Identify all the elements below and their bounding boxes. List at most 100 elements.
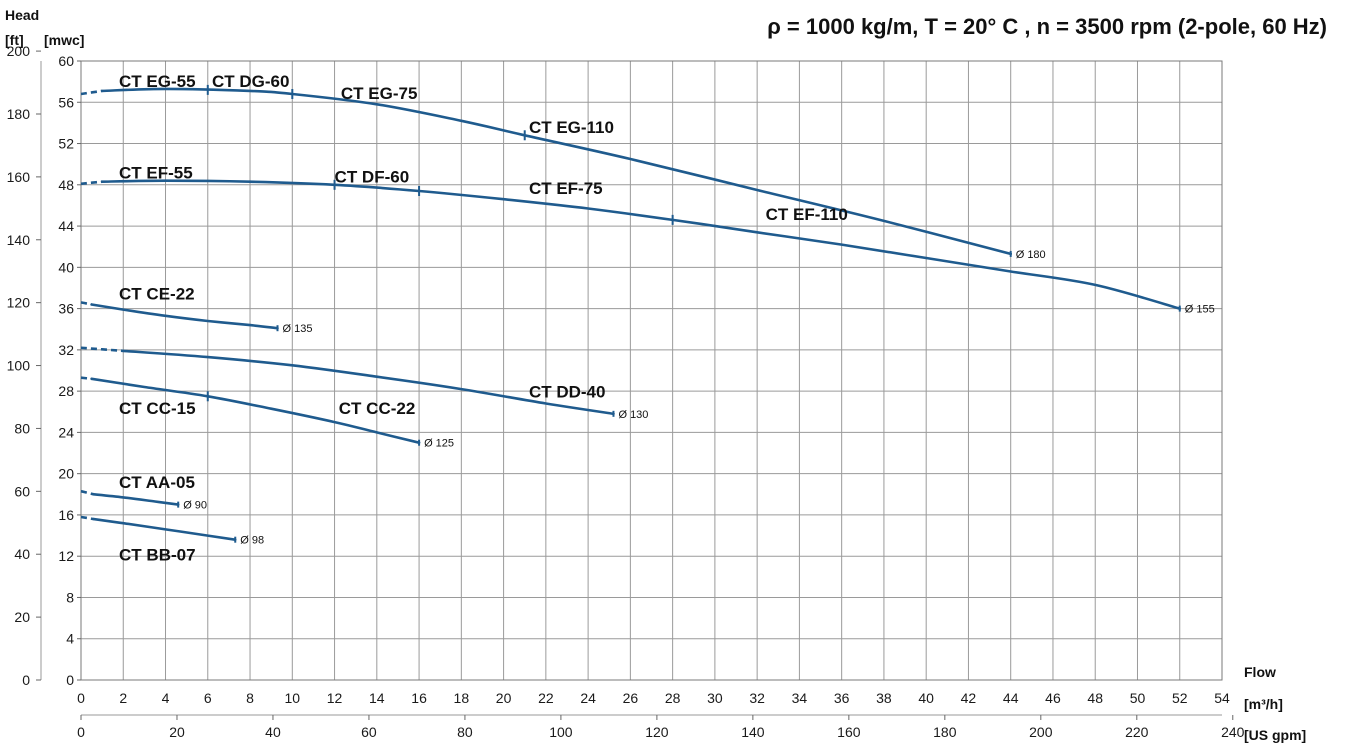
m3h-tick-label: 52 xyxy=(1172,690,1188,706)
m3h-tick-label: 28 xyxy=(665,690,681,706)
usgpm-tick-label: 200 xyxy=(1029,724,1053,740)
usgpm-tick-label: 240 xyxy=(1221,724,1245,740)
pump-curves: Ø 180 Ø 155 Ø 135 Ø 130 Ø 125 Ø 90 Ø 98 xyxy=(80,84,1215,547)
pump-curve: Ø 180 xyxy=(80,84,1046,261)
curve-label: CT EF-110 xyxy=(766,205,848,224)
m3h-tick-label: 14 xyxy=(369,690,385,706)
mwc-tick-label: 8 xyxy=(66,589,74,605)
plot-frame xyxy=(80,60,1223,681)
m3h-tick-label: 18 xyxy=(454,690,470,706)
curve-dashed-segment xyxy=(80,515,94,521)
curve-label: CT EF-55 xyxy=(119,164,193,183)
curve-label: CT EG-75 xyxy=(341,84,418,103)
curve-label: CT DD-40 xyxy=(529,382,606,401)
m3h-tick-label: 38 xyxy=(876,690,892,706)
m3h-tick-label: 16 xyxy=(411,690,427,706)
m3h-tick-label: 22 xyxy=(538,690,554,706)
curve-line xyxy=(92,517,237,541)
curve-label: CT AA-05 xyxy=(119,473,195,492)
mwc-tick-label: 28 xyxy=(58,383,74,399)
y-axis-title: Head xyxy=(5,7,39,23)
ft-tick-label: 100 xyxy=(7,358,31,374)
pump-curve: Ø 155 xyxy=(80,179,1215,316)
curve-labels: CT EG-55 CT DG-60 CT EG-75 CT EG-110 CT EF-5… xyxy=(119,72,848,565)
curve-label: CT EG-110 xyxy=(529,118,614,137)
m3h-tick-label: 4 xyxy=(162,690,170,706)
curve-label: CT EG-55 xyxy=(119,72,196,91)
curve-label: CT CE-22 xyxy=(119,284,195,303)
ft-tick-label: 160 xyxy=(7,169,31,185)
usgpm-tick-label: 120 xyxy=(645,724,669,740)
impeller-diameter-label: Ø 135 xyxy=(283,323,313,335)
curve-label: CT CC-15 xyxy=(119,399,196,418)
curve-line xyxy=(100,179,1181,310)
curve-line xyxy=(90,303,279,330)
curve-label: CT DF-60 xyxy=(335,168,410,187)
m3h-tick-label: 8 xyxy=(246,690,254,706)
m3h-tick-label: 24 xyxy=(580,690,596,706)
mwc-tick-label: 48 xyxy=(58,177,74,193)
ft-tick-label: 60 xyxy=(14,483,30,499)
curve-dashed-segment xyxy=(80,346,124,353)
ft-tick-label: 80 xyxy=(14,420,30,436)
m3h-tick-label: 32 xyxy=(749,690,765,706)
curve-dashed-segment xyxy=(80,180,103,186)
m3h-tick-label: 10 xyxy=(285,690,301,706)
usgpm-tick-label: 140 xyxy=(741,724,765,740)
pump-curve: Ø 130 xyxy=(80,346,648,421)
x-axis-m3h-ticks: 0 2 4 6 8 10 12 14 16 18 20 22 24 26 28 30 32 34 36 38 40 42 4… xyxy=(77,690,1230,706)
m3h-tick-label: 46 xyxy=(1045,690,1061,706)
ft-tick-label: 0 xyxy=(22,672,30,688)
x-axis-usgpm-ticks: 0 20 40 60 80 100 120 140 160 180 200 220 240 xyxy=(77,714,1245,740)
mwc-tick-label: 44 xyxy=(58,218,74,234)
curve-label: CT EF-75 xyxy=(529,179,603,198)
impeller-diameter-label: Ø 155 xyxy=(1185,304,1215,316)
mwc-tick-label: 52 xyxy=(58,136,74,152)
curve-label: CT BB-07 xyxy=(119,545,196,564)
x-axis-title: Flow xyxy=(1244,664,1276,680)
ft-tick-label: 200 xyxy=(7,43,31,59)
curve-line xyxy=(92,493,180,506)
impeller-diameter-label: Ø 125 xyxy=(424,438,454,450)
y-axis-ft-ticks: 0 20 40 60 80 100 120 140 160 180 200 xyxy=(7,43,41,688)
ft-tick-label: 40 xyxy=(14,546,30,562)
m3h-tick-label: 34 xyxy=(792,690,808,706)
curve-dashed-segment xyxy=(80,489,95,496)
mwc-tick-label: 60 xyxy=(58,53,74,69)
usgpm-tick-label: 220 xyxy=(1125,724,1149,740)
ft-tick-label: 180 xyxy=(7,106,31,122)
chart-title: ρ = 1000 kg/m, T = 20° C , n = 3500 rpm … xyxy=(767,14,1327,39)
impeller-diameter-label: Ø 90 xyxy=(183,500,207,512)
m3h-tick-label: 0 xyxy=(77,690,85,706)
usgpm-tick-label: 40 xyxy=(265,724,281,740)
curve-line xyxy=(122,349,615,416)
curve-label: CT DG-60 xyxy=(212,72,289,91)
x-axis-unit-usgpm: [US gpm] xyxy=(1244,727,1306,743)
m3h-tick-label: 26 xyxy=(623,690,639,706)
usgpm-tick-label: 60 xyxy=(361,724,377,740)
curve-dashed-segment xyxy=(80,89,103,96)
curve-dashed-segment xyxy=(80,376,92,381)
mwc-tick-label: 56 xyxy=(58,94,74,110)
mwc-tick-label: 36 xyxy=(58,301,74,317)
curve-label: CT CC-22 xyxy=(339,399,416,418)
mwc-tick-label: 12 xyxy=(58,548,74,564)
m3h-tick-label: 36 xyxy=(834,690,850,706)
grid xyxy=(40,60,1223,681)
usgpm-tick-label: 180 xyxy=(933,724,957,740)
m3h-tick-label: 40 xyxy=(918,690,934,706)
m3h-tick-label: 42 xyxy=(961,690,977,706)
m3h-tick-label: 6 xyxy=(204,690,212,706)
mwc-tick-label: 16 xyxy=(58,507,74,523)
y-axis-unit-ft: [ft] xyxy=(5,32,24,48)
y-axis-unit-mwc: [mwc] xyxy=(44,32,84,48)
m3h-tick-label: 48 xyxy=(1087,690,1103,706)
pump-curve: Ø 135 xyxy=(80,301,313,335)
usgpm-tick-label: 80 xyxy=(457,724,473,740)
mwc-tick-label: 0 xyxy=(66,672,74,688)
ft-tick-label: 120 xyxy=(7,295,31,311)
impeller-diameter-label: Ø 130 xyxy=(618,409,648,421)
mwc-tick-label: 4 xyxy=(66,631,74,647)
